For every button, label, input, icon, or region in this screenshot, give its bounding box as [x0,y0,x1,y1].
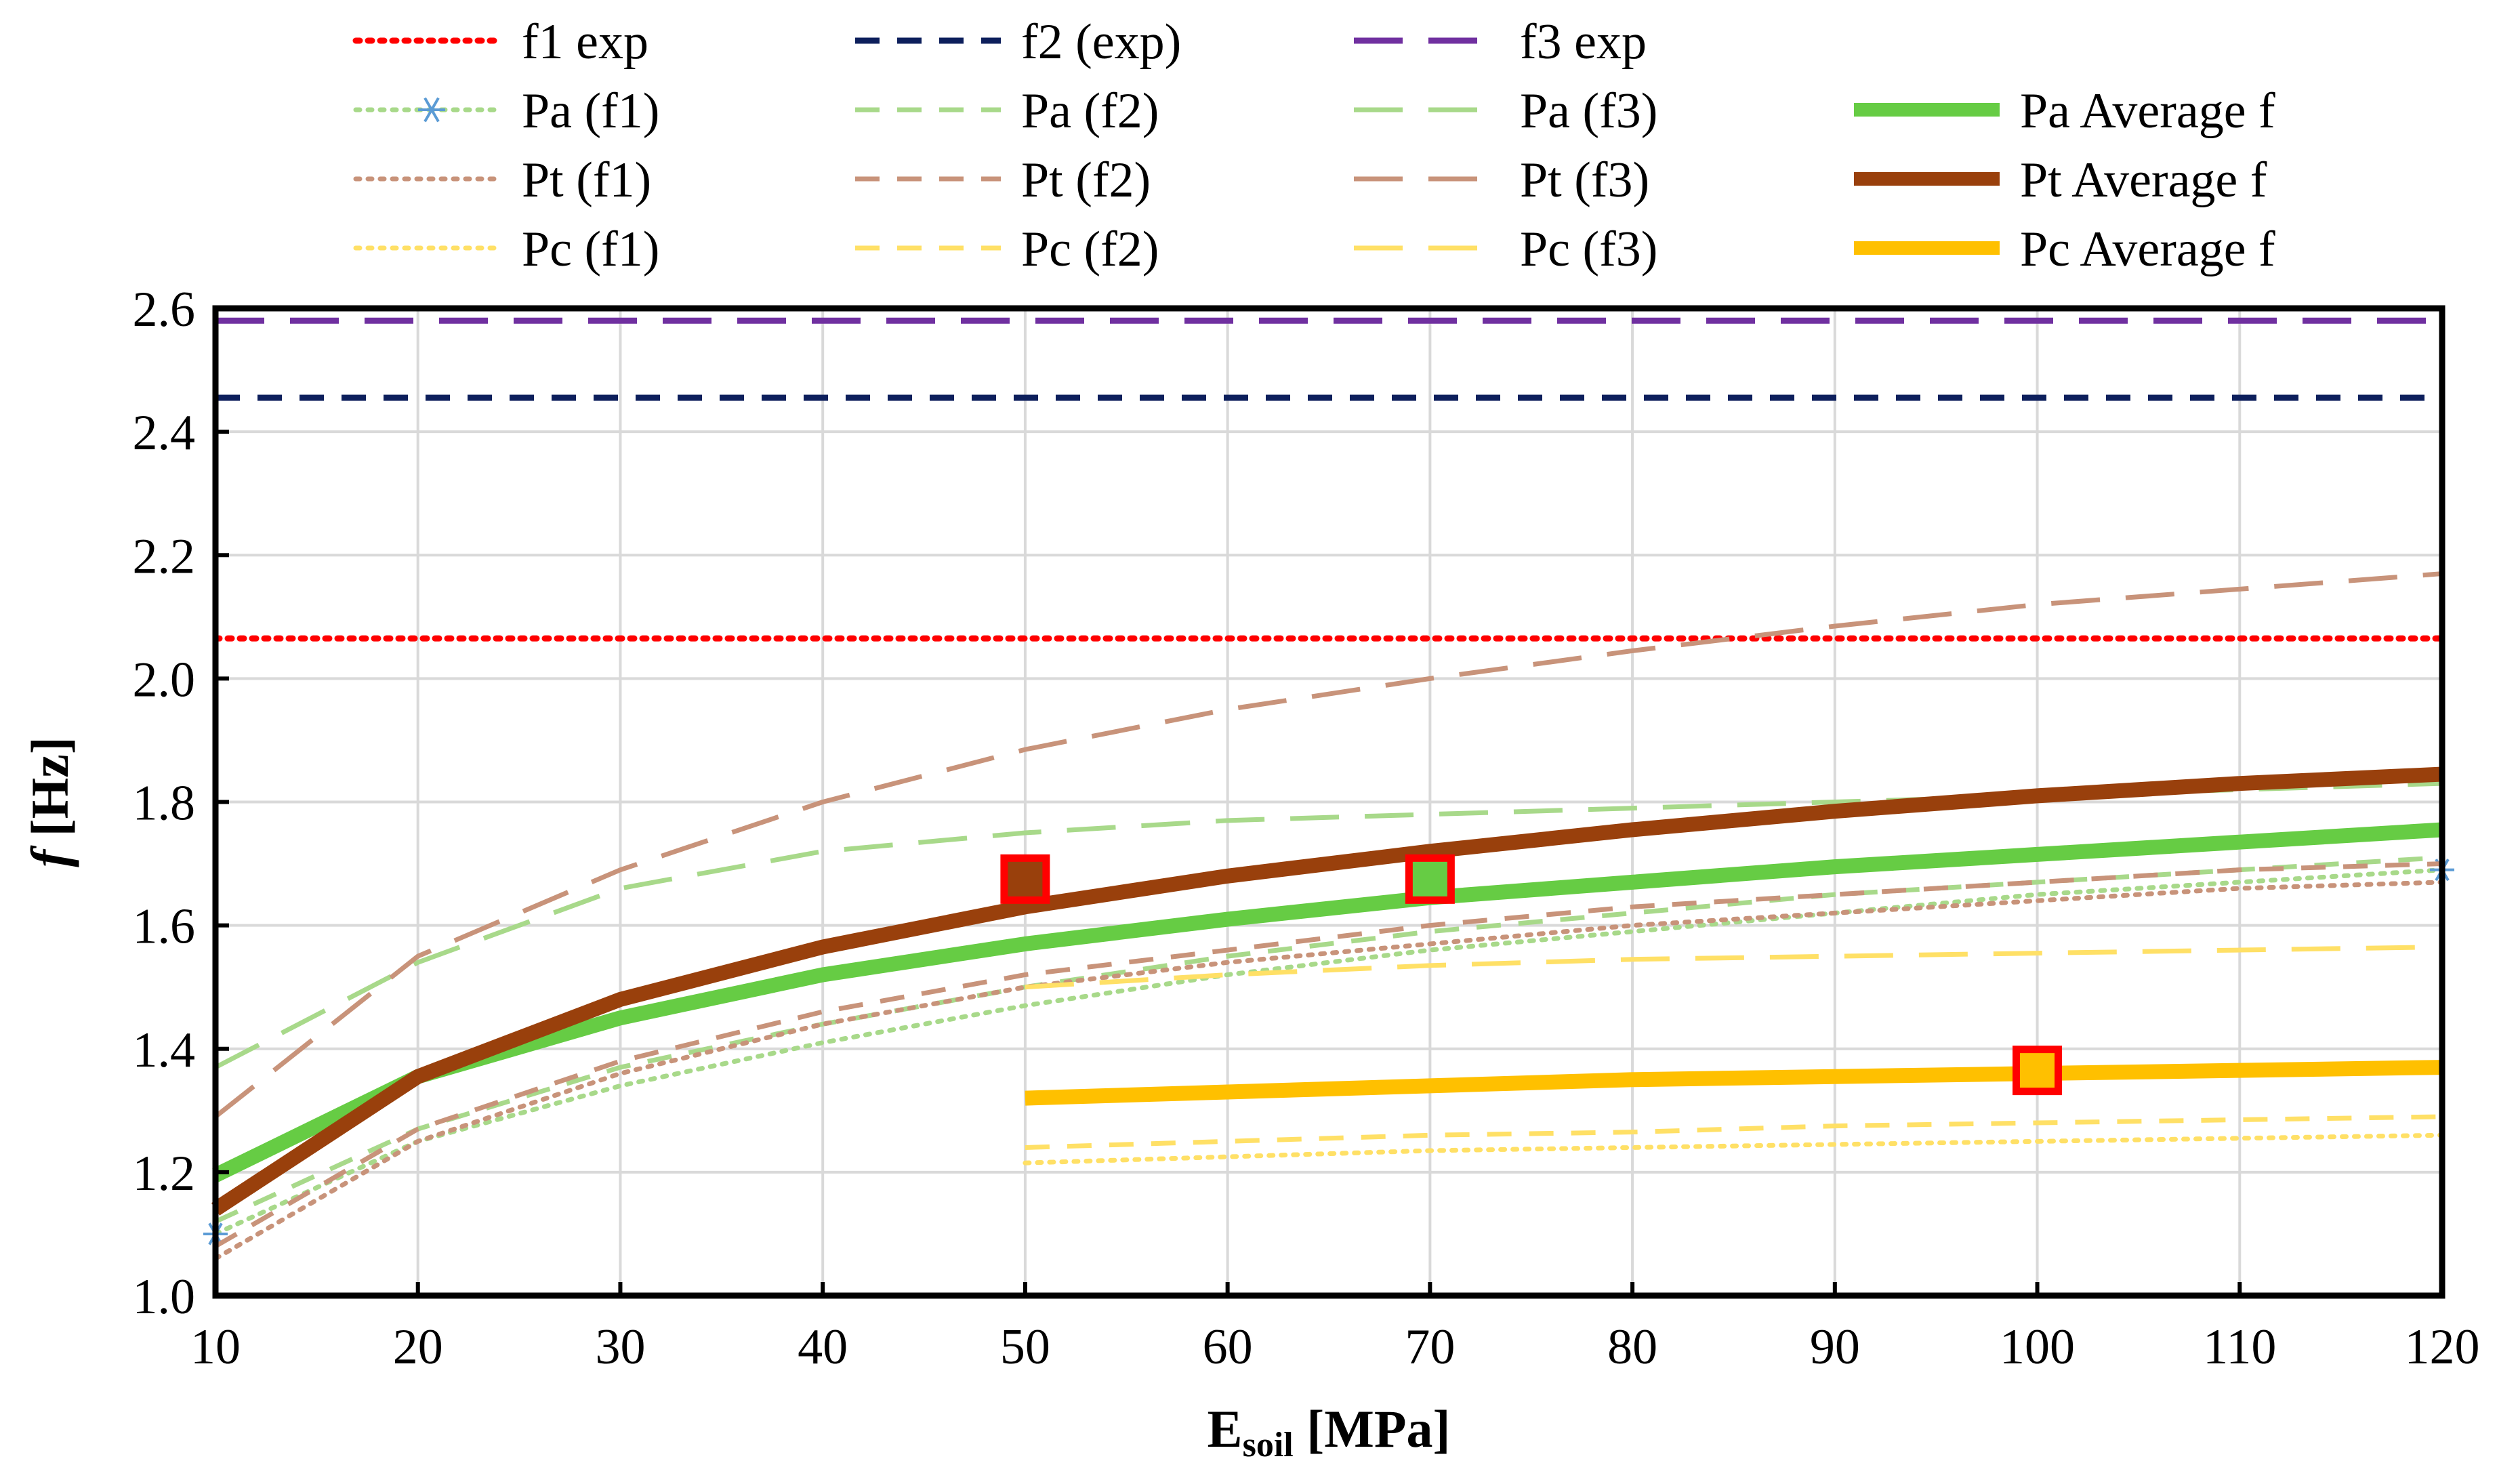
marker-pa-average-f [1405,854,1455,904]
x-tick-label-60: 60 [1203,1319,1253,1375]
legend-label-f3-exp: f3 exp [1520,14,1647,70]
series-line-pc-f1 [1023,1132,2445,1166]
x-tick-label-20: 20 [393,1319,443,1375]
y-tick-label-2-4: 2.4 [133,405,196,461]
series-line-pc-f3 [1025,944,2443,990]
x-axis-title-main: E [1208,1399,1243,1458]
y-tick-label-1-2: 1.2 [133,1146,196,1201]
x-axis-title-sub: soil [1243,1426,1294,1464]
y-tick-label-2-6: 2.6 [133,282,196,337]
series-line-pc-f2 [1025,1114,2443,1150]
marker-pt-average-f [1000,854,1050,904]
x-tick-label-80: 80 [1607,1319,1657,1375]
x-axis-title-unit: [MPa] [1294,1399,1451,1458]
x-tick-label-70: 70 [1405,1319,1455,1375]
marker-pc-average-f [2013,1046,2063,1096]
legend-label-pc-f1: Pc (f1) [522,222,659,277]
axis-ticks: 10 20 30 40 50 60 70 80 90 100 110 120 1.0 1.2 1.4 1.6 1… [133,282,2480,1375]
legend-marker-pa-f1 [418,97,445,123]
x-axis-title: Esoil [MPa] [1208,1399,1451,1464]
y-tick-label-1-4: 1.4 [133,1023,196,1078]
legend-label-f2-exp: f2 (exp) [1021,14,1181,70]
legend-label-pt-average-f: Pt Average f [2020,152,2267,208]
x-tick-label-110: 110 [2203,1319,2276,1375]
x-tick-label-50: 50 [1000,1319,1050,1375]
legend-label-pt-f1: Pt (f1) [522,152,651,208]
grid [214,307,2443,1297]
series-line-pc-average-f [1025,1060,2443,1106]
y-axis-title: f [Hz] [20,737,79,867]
y-tick-label-2-2: 2.2 [133,529,196,584]
y-tick-label-2-0: 2.0 [133,652,196,707]
series-line-pa-f1 [213,867,2445,1237]
x-tick-label-100: 100 [2000,1319,2075,1375]
legend-label-pa-f1: Pa (f1) [522,83,659,139]
x-tick-label-90: 90 [1810,1319,1860,1375]
legend-label-pc-f3: Pc (f3) [1520,222,1657,277]
legend: f1 exp f2 (exp) f3 exp Pa (f1) Pa (f2) Pa (f3… [352,14,2275,277]
y-axis-title-unit: [Hz] [20,737,79,850]
legend-label-pa-average-f: Pa Average f [2020,83,2275,139]
y-tick-label-1-0: 1.0 [133,1269,196,1325]
series-line-pa-average-f [212,822,2443,1182]
series-line-pt-f2 [214,861,2443,1249]
legend-label-pt-f3: Pt (f3) [1520,152,1649,208]
x-tick-label-30: 30 [595,1319,645,1375]
y-tick-label-1-6: 1.6 [133,899,196,955]
x-tick-label-40: 40 [798,1319,848,1375]
legend-label-pc-average-f: Pc Average f [2020,222,2275,277]
x-tick-label-120: 120 [2405,1319,2480,1375]
legend-label-pc-f2: Pc (f2) [1021,222,1159,277]
highlight-markers [1000,854,2063,1096]
y-tick-label-1-8: 1.8 [133,776,196,831]
legend-label-pa-f3: Pa (f3) [1520,83,1657,139]
x-tick-label-10: 10 [190,1319,241,1375]
series-line-pt-average-f [211,766,2443,1216]
series-layer [203,317,2454,1261]
legend-label-pt-f2: Pt (f2) [1021,152,1151,208]
legend-label-pa-f2: Pa (f2) [1021,83,1159,139]
legend-label-f1-exp: f1 exp [522,14,648,70]
series-line-pt-f3 [213,571,2443,1119]
